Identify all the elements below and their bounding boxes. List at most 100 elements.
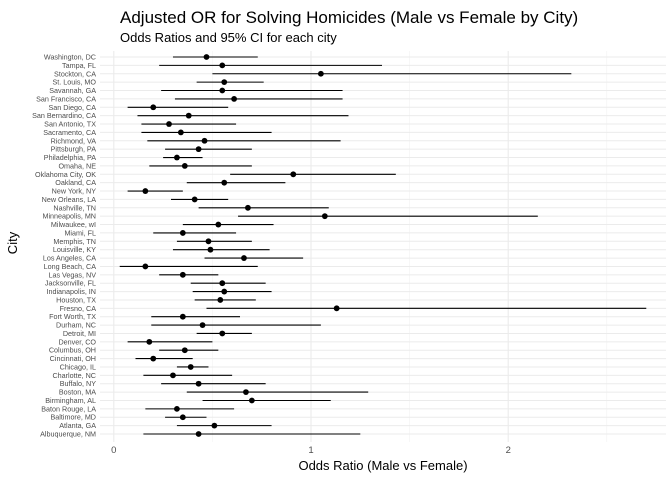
y-tick-label: Buffalo, NY	[60, 379, 96, 388]
or-point	[170, 372, 176, 379]
y-tick-label: Charlotte, NC	[52, 371, 96, 380]
y-tick-label: Long Beach, CA	[44, 262, 97, 271]
or-point	[181, 163, 188, 169]
or-point	[241, 255, 247, 261]
y-tick-label: Stockton, CA	[54, 69, 96, 78]
or-point	[150, 355, 157, 362]
or-point	[181, 347, 188, 354]
or-point	[199, 322, 206, 328]
or-point	[205, 238, 212, 245]
y-tick-label: Milwaukee, wI	[51, 220, 96, 229]
y-tick-label: Louisville, KY	[53, 245, 96, 254]
or-point	[142, 188, 149, 194]
or-point	[166, 121, 172, 127]
y-tick-label: Denver, CO	[58, 337, 96, 346]
x-tick-label: 0	[111, 445, 116, 456]
y-tick-label: Savannah, GA	[49, 86, 96, 95]
or-point	[142, 263, 149, 270]
y-tick-label: Sacramento, CA	[43, 128, 96, 137]
y-tick-label: Fresno, CA	[60, 304, 97, 313]
y-tick-label: Minneapolis, MN	[42, 212, 96, 221]
or-point	[219, 87, 226, 94]
y-tick-label: Baton Rouge, LA	[41, 404, 96, 413]
y-tick-label: Cincinnati, OH	[50, 354, 96, 363]
chart-subtitle: Odds Ratios and 95% CI for each city	[120, 30, 337, 45]
y-tick-label: Philadelphia, PA	[44, 153, 96, 162]
y-tick-label: New York, NY	[52, 187, 97, 196]
x-tick-label: 1	[308, 445, 313, 456]
y-tick-label: Tampa, FL	[62, 61, 96, 70]
or-point	[179, 271, 186, 278]
y-tick-label: Richmond, VA	[51, 136, 97, 145]
or-point	[146, 338, 153, 345]
y-tick-label: Indianapolis, IN	[46, 287, 96, 296]
or-point	[207, 246, 214, 253]
or-point	[221, 288, 228, 295]
y-tick-label: Albuquerque, NM	[40, 430, 96, 439]
or-point	[179, 313, 186, 320]
chart-title: Adjusted OR for Solving Homicides (Male …	[120, 8, 578, 27]
y-tick-label: San Diego, CA	[48, 103, 96, 112]
or-point	[195, 146, 202, 153]
y-tick-label: Columbus, OH	[49, 346, 96, 355]
y-tick-label: San Bernardino, CA	[32, 111, 96, 120]
y-tick-label: Memphis, TN	[53, 237, 96, 246]
y-tick-label: Miami, FL	[64, 228, 96, 237]
or-point	[185, 112, 192, 119]
or-point	[321, 213, 328, 220]
y-tick-label: Fort Worth, TX	[49, 312, 96, 321]
y-tick-label: Houston, TX	[56, 295, 96, 304]
y-tick-label: Oklahoma City, OK	[35, 170, 96, 179]
y-tick-label: Los Angeles, CA	[43, 254, 96, 263]
or-point	[217, 297, 224, 303]
y-tick-label: Oakland, CA	[55, 178, 96, 187]
y-tick-label: San Antonio, TX	[44, 120, 96, 129]
or-point	[290, 171, 297, 178]
or-point	[191, 196, 198, 203]
or-point	[211, 422, 218, 429]
x-tick-label: 2	[506, 445, 511, 456]
or-point	[221, 179, 228, 186]
y-tick-label: Nashville, TN	[53, 203, 96, 212]
or-point	[150, 104, 157, 111]
y-tick-label: Omaha, NE	[58, 161, 96, 170]
or-point	[221, 79, 228, 86]
y-tick-label: Jacksonville, FL	[45, 279, 96, 288]
or-point	[219, 330, 226, 337]
or-point	[195, 431, 202, 437]
or-point	[195, 380, 202, 387]
or-point	[231, 95, 238, 102]
or-point	[219, 280, 226, 287]
or-point	[317, 70, 324, 77]
y-tick-label: Las Vegas, NV	[48, 270, 96, 279]
y-tick-label: Atlanta, GA	[59, 421, 96, 430]
or-point	[177, 129, 184, 136]
or-point	[174, 405, 180, 412]
or-point	[219, 62, 226, 69]
or-point	[333, 305, 340, 312]
y-tick-label: Baltimore, MD	[50, 413, 96, 422]
y-tick-label: New Orleans, LA	[42, 195, 97, 204]
or-point	[248, 397, 255, 404]
y-tick-label: Pittsburgh, PA	[51, 145, 97, 154]
y-axis-title: City	[5, 231, 20, 254]
or-point	[215, 221, 222, 228]
y-tick-label: San Francisco, CA	[36, 94, 96, 103]
or-point	[179, 414, 186, 421]
or-point	[201, 137, 208, 144]
or-point	[245, 204, 251, 211]
y-tick-label: Washington, DC	[44, 53, 96, 62]
or-point	[179, 230, 186, 236]
or-point	[174, 154, 180, 161]
x-axis-title: Odds Ratio (Male vs Female)	[298, 458, 467, 473]
y-tick-label: Chicago, IL	[60, 362, 96, 371]
y-tick-label: Boston, MA	[59, 388, 96, 397]
or-point	[187, 364, 194, 370]
y-tick-label: Birmingham, AL	[45, 396, 96, 405]
x-axis-labels: 0 1 2	[111, 445, 511, 456]
y-tick-label: Detroit, MI	[63, 329, 96, 338]
or-point	[243, 389, 249, 396]
y-tick-label: St. Louis, MO	[52, 78, 96, 87]
